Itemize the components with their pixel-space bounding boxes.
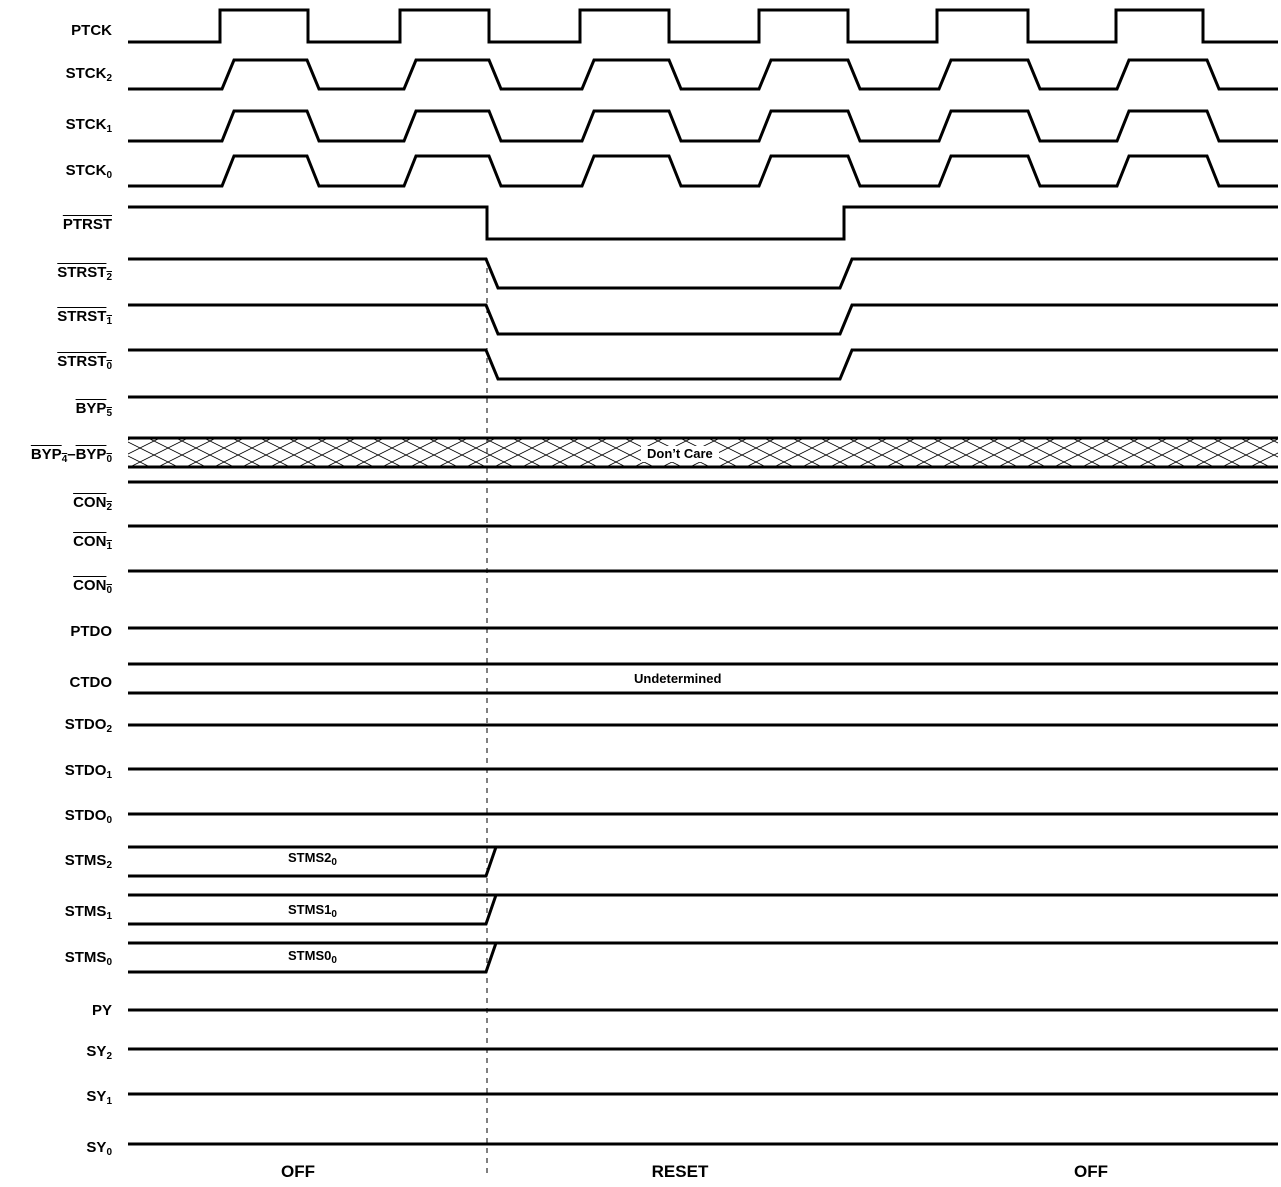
dont-care-annotation: Don’t Care <box>641 446 719 462</box>
signal-label-stms2: STMS2 <box>64 852 112 871</box>
signal-label-con1: CON1 <box>73 533 112 552</box>
signal-label-byp5: BYP5 <box>75 400 112 419</box>
stms2-waveform-bottom <box>128 846 498 878</box>
ptck-waveform <box>128 8 1278 44</box>
strst0-waveform <box>128 348 1278 381</box>
phase-label-off-right: OFF <box>1074 1162 1108 1181</box>
ptrst-waveform <box>128 205 1278 241</box>
signal-label-stms1: STMS1 <box>64 903 112 922</box>
stck2-waveform <box>128 58 1278 91</box>
signal-label-ptdo: PTDO <box>70 623 112 640</box>
signal-label-stdo0: STDO0 <box>64 807 112 826</box>
strst1-waveform <box>128 303 1278 336</box>
signal-label-strst1: STRST1 <box>57 308 112 327</box>
signal-label-strst2: STRST2 <box>57 264 112 283</box>
stck0-waveform <box>128 154 1278 188</box>
stms2-value-annotation: STMS20 <box>288 850 337 868</box>
phase-label-reset: RESET <box>651 1162 709 1181</box>
signal-label-con0: CON0 <box>73 577 112 596</box>
signal-label-stck2: STCK2 <box>65 65 112 84</box>
stms1-waveform-bottom <box>128 894 498 926</box>
stms0-waveform-bottom <box>128 942 498 974</box>
signal-label-py: PY <box>91 1002 112 1019</box>
signal-label-ptrst: PTRST <box>62 216 112 233</box>
signal-label-ctdo: CTDO <box>69 674 113 691</box>
undetermined-annotation: Undetermined <box>634 671 722 686</box>
strst2-waveform <box>128 257 1278 290</box>
signal-label-stdo2: STDO2 <box>64 716 112 735</box>
signal-label-strst0: STRST0 <box>57 353 112 372</box>
signal-label-con2: CON2 <box>73 494 112 513</box>
signal-label-stdo1: STDO1 <box>64 762 112 781</box>
signal-label-sy2: SY2 <box>86 1043 112 1062</box>
signal-label-sy0: SY0 <box>86 1139 112 1158</box>
signal-label-sy1: SY1 <box>86 1088 112 1107</box>
signal-label-stck1: STCK1 <box>65 116 112 135</box>
signal-label-stck0: STCK0 <box>65 162 112 181</box>
stms0-value-annotation: STMS00 <box>288 948 337 966</box>
signal-label-byp4-byp0: BYP4–BYP0 <box>30 446 112 465</box>
stms1-value-annotation: STMS10 <box>288 902 337 920</box>
stck1-waveform <box>128 109 1278 143</box>
signal-label-stms0: STMS0 <box>64 949 112 968</box>
phase-label-off-left: OFF <box>281 1162 315 1181</box>
signal-label-ptck: PTCK <box>71 22 112 39</box>
